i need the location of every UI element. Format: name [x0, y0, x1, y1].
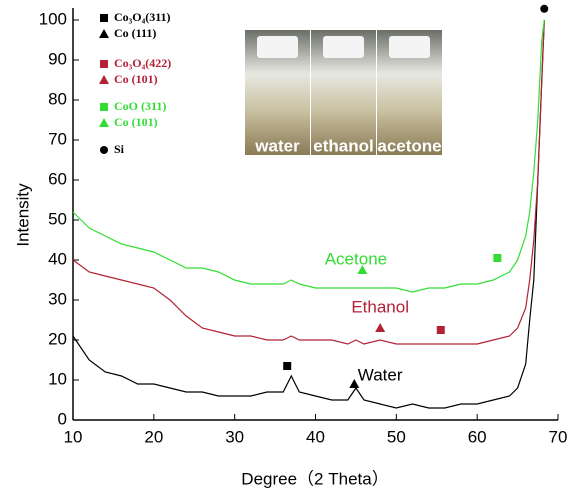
square-marker — [100, 14, 108, 22]
legend-label: Co (101) — [114, 115, 158, 129]
y-tick-label: 100 — [39, 9, 67, 28]
y-tick-label: 20 — [48, 329, 67, 348]
inset-label: ethanol — [313, 136, 373, 155]
x-tick-label: 50 — [387, 427, 406, 446]
y-tick-label: 70 — [48, 129, 67, 148]
y-tick-label: 30 — [48, 289, 67, 308]
x-tick-label: 40 — [306, 427, 325, 446]
jar-lid — [257, 36, 298, 58]
triangle-marker — [99, 29, 109, 38]
series-label: Ethanol — [351, 297, 409, 316]
square-marker — [100, 60, 108, 68]
x-tick-label: 70 — [549, 427, 568, 446]
triangle-marker — [375, 323, 385, 332]
jar-lid — [323, 36, 364, 58]
y-tick-label: 0 — [58, 409, 67, 428]
series-label: Acetone — [325, 249, 387, 268]
y-tick-label: 90 — [48, 49, 67, 68]
triangle-marker — [99, 75, 109, 84]
y-tick-label: 50 — [48, 209, 67, 228]
y-tick-label: 40 — [48, 249, 67, 268]
square-marker — [283, 362, 291, 370]
x-tick-label: 10 — [64, 427, 83, 446]
x-tick-label: 20 — [144, 427, 163, 446]
legend-label: Co₃O₄(422) — [114, 56, 171, 70]
legend-label: Co (101) — [114, 72, 158, 86]
square-marker — [100, 103, 108, 111]
triangle-marker — [99, 118, 109, 127]
legend-label: CoO (311) — [114, 99, 166, 113]
series-label: Water — [358, 365, 403, 384]
x-tick-label: 60 — [468, 427, 487, 446]
inset-label: acetone — [377, 136, 441, 155]
legend-label: Co₃O₄(311) — [114, 10, 171, 24]
inset-label: water — [254, 136, 300, 155]
y-tick-label: 10 — [48, 369, 67, 388]
x-tick-label: 30 — [225, 427, 244, 446]
square-marker — [437, 326, 445, 334]
legend-label: Co (111) — [114, 26, 156, 40]
legend-label: Si — [114, 142, 125, 156]
square-marker — [493, 254, 501, 262]
y-tick-label: 60 — [48, 169, 67, 188]
jar-lid — [389, 36, 430, 58]
y-axis-title: Intensity — [13, 183, 32, 247]
circle-marker — [540, 5, 548, 13]
x-axis-title: Degree（2 Theta） — [241, 469, 388, 488]
chart: Intensity Degree（2 Theta） 01020304050607… — [0, 0, 570, 493]
y-tick-label: 80 — [48, 89, 67, 108]
circle-marker — [100, 146, 108, 154]
